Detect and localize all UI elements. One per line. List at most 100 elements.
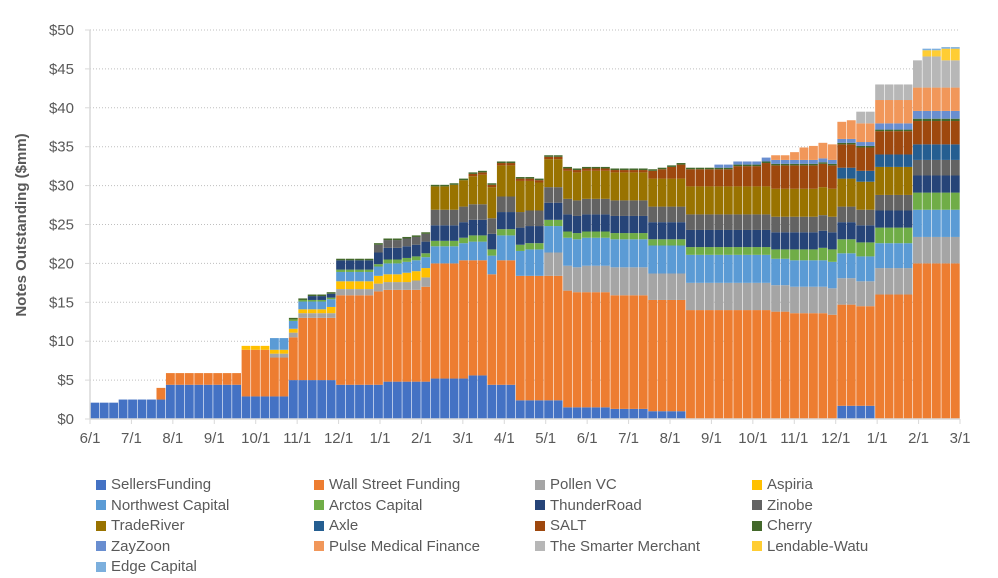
- bar-segment: [288, 337, 298, 381]
- bar-segment: [903, 131, 913, 155]
- bar-segment: [629, 239, 639, 268]
- bar-segment: [657, 299, 667, 412]
- bar-segment: [704, 214, 714, 230]
- bar-segment: [336, 271, 346, 282]
- bar-segment: [525, 243, 535, 250]
- bar-segment: [865, 256, 875, 282]
- bar-segment: [582, 166, 591, 169]
- bar-segment: [317, 317, 327, 381]
- bar-segment: [657, 206, 667, 223]
- bar-segment: [922, 110, 932, 119]
- bar-segment: [563, 198, 572, 215]
- bar-segment: [846, 138, 856, 143]
- bar-segment: [156, 387, 166, 400]
- bar-segment: [326, 317, 336, 381]
- bar-segment: [515, 212, 525, 228]
- bar-segment: [657, 178, 667, 207]
- bar-segment: [459, 180, 468, 207]
- bar-stack: [90, 402, 100, 419]
- bar-segment: [279, 357, 289, 397]
- bar-segment: [780, 165, 790, 189]
- bar-segment: [903, 227, 913, 244]
- bar-segment: [667, 239, 677, 246]
- bar-segment: [544, 156, 554, 160]
- x-tick-label: 7/1: [618, 430, 639, 447]
- bar-segment: [695, 247, 705, 255]
- bar-stack: [232, 373, 242, 419]
- bar-segment: [260, 349, 270, 397]
- bar-segment: [931, 263, 941, 419]
- bar-segment: [563, 237, 572, 266]
- bar-segment: [610, 233, 620, 240]
- bar-segment: [515, 244, 525, 251]
- bar-segment: [865, 123, 875, 143]
- bar-segment: [345, 260, 355, 270]
- bar-segment: [704, 169, 714, 187]
- bar-segment: [279, 396, 289, 419]
- bar-stack: [591, 166, 601, 419]
- bar-segment: [941, 144, 951, 160]
- y-tick-label: $20: [49, 255, 74, 272]
- bar-segment: [856, 123, 866, 143]
- bar-segment: [884, 100, 894, 124]
- legend-label: ZayZoon: [111, 537, 171, 555]
- bar-segment: [563, 214, 572, 232]
- bar-stack: [600, 166, 610, 419]
- bar-segment: [468, 260, 478, 376]
- bar-segment: [591, 214, 601, 232]
- bar-segment: [600, 198, 610, 215]
- bar-segment: [544, 400, 554, 419]
- legend-item: The Smarter Merchant: [535, 538, 700, 555]
- bar-segment: [582, 292, 591, 408]
- bar-segment: [818, 215, 828, 231]
- bar-segment: [903, 166, 913, 195]
- bar-segment: [913, 87, 922, 111]
- bar-segment: [373, 384, 383, 419]
- bar-segment: [733, 166, 743, 187]
- bar-segment: [638, 170, 648, 173]
- bar-segment: [638, 233, 648, 240]
- bar-segment: [515, 178, 525, 181]
- bar-segment: [856, 225, 866, 243]
- bar-segment: [846, 178, 856, 207]
- bar-segment: [846, 142, 856, 145]
- bar-segment: [676, 206, 686, 223]
- bar-segment: [496, 196, 506, 213]
- bar-segment: [771, 159, 781, 164]
- bar-segment: [648, 299, 658, 412]
- bar-segment: [846, 222, 856, 240]
- bar-segment: [288, 319, 298, 321]
- bar-segment: [251, 345, 260, 350]
- bar-segment: [808, 216, 818, 233]
- bar-segment: [364, 281, 374, 290]
- bar-segment: [676, 163, 686, 165]
- bar-segment: [544, 155, 554, 157]
- bar-segment: [648, 206, 658, 223]
- bar-segment: [449, 246, 459, 264]
- bar-stack: [534, 178, 544, 419]
- bar-segment: [733, 310, 743, 419]
- bar-segment: [600, 407, 610, 419]
- bar-segment: [799, 249, 809, 261]
- bar-segment: [780, 311, 790, 419]
- bar-segment: [894, 131, 903, 155]
- bar-segment: [808, 145, 818, 160]
- bar-segment: [714, 247, 724, 255]
- bar-segment: [846, 304, 856, 406]
- bar-stack: [931, 48, 941, 419]
- y-tick-label: $50: [49, 22, 74, 39]
- bar-segment: [884, 194, 894, 211]
- bar-segment: [931, 144, 941, 160]
- bar-segment: [411, 235, 421, 237]
- bar-segment: [582, 237, 591, 266]
- bar-segment: [99, 402, 109, 419]
- bar-segment: [506, 260, 516, 385]
- bar-segment: [790, 188, 799, 217]
- y-tick-label: $25: [49, 217, 74, 234]
- bar-segment: [695, 167, 705, 170]
- bar-segment: [846, 120, 856, 139]
- bar-stack: [487, 183, 497, 419]
- bar-segment: [478, 170, 487, 173]
- bar-segment: [506, 212, 516, 230]
- bar-segment: [563, 170, 572, 199]
